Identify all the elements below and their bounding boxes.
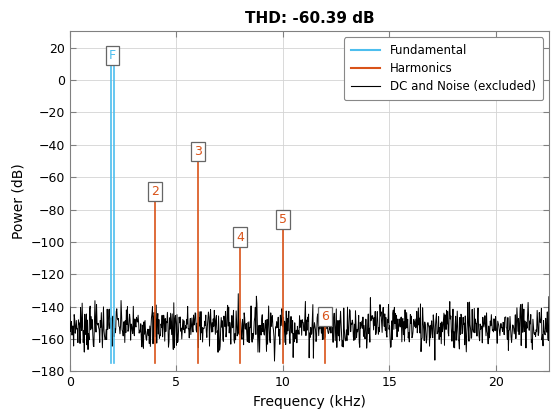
Text: 3: 3 [194, 145, 202, 158]
Legend: Fundamental, Harmonics, DC and Noise (excluded): Fundamental, Harmonics, DC and Noise (ex… [344, 37, 543, 100]
Text: 5: 5 [279, 213, 287, 226]
Text: 6: 6 [321, 310, 329, 323]
Text: 4: 4 [236, 231, 244, 244]
Title: THD: -60.39 dB: THD: -60.39 dB [245, 11, 374, 26]
X-axis label: Frequency (kHz): Frequency (kHz) [253, 395, 366, 409]
Text: F: F [109, 49, 116, 62]
Y-axis label: Power (dB): Power (dB) [11, 163, 25, 239]
Text: 2: 2 [151, 185, 159, 198]
